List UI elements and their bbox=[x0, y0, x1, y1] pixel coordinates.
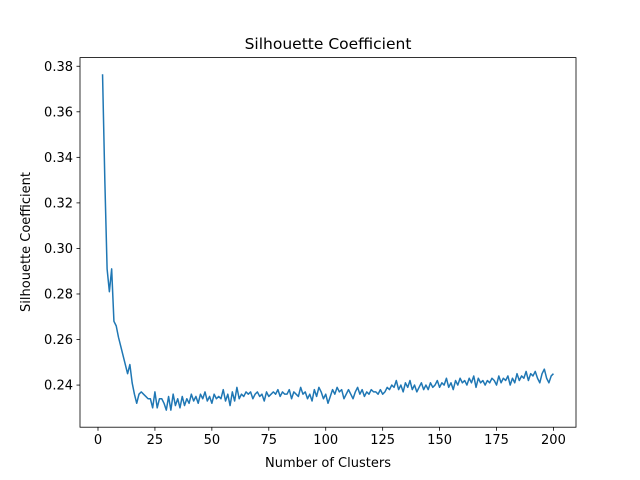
y-tick-label: 0.24 bbox=[44, 379, 73, 394]
x-tick-label: 125 bbox=[370, 433, 395, 448]
x-tick-label: 50 bbox=[204, 433, 221, 448]
chart-title: Silhouette Coefficient bbox=[245, 35, 412, 53]
y-tick-label: 0.30 bbox=[44, 242, 73, 257]
x-tick-label: 200 bbox=[541, 433, 566, 448]
plot-frame bbox=[79, 57, 577, 428]
x-tick-label: 100 bbox=[313, 433, 338, 448]
y-tick-label: 0.32 bbox=[44, 196, 73, 211]
x-tick-label: 150 bbox=[427, 433, 452, 448]
y-tick-label: 0.36 bbox=[44, 105, 73, 120]
x-axis-label: Number of Clusters bbox=[265, 456, 391, 471]
y-tick-label: 0.28 bbox=[44, 287, 73, 302]
y-axis-label: Silhouette Coefficient bbox=[19, 172, 34, 312]
x-tick-label: 175 bbox=[484, 433, 509, 448]
line bbox=[101, 74, 554, 411]
x-tick-label: 0 bbox=[94, 433, 102, 448]
y-tick-label: 0.26 bbox=[44, 333, 73, 348]
y-tick-label: 0.38 bbox=[44, 60, 73, 75]
y-tick-label: 0.34 bbox=[44, 151, 73, 166]
x-tick-label: 25 bbox=[147, 433, 164, 448]
x-tick-label: 75 bbox=[261, 433, 278, 448]
